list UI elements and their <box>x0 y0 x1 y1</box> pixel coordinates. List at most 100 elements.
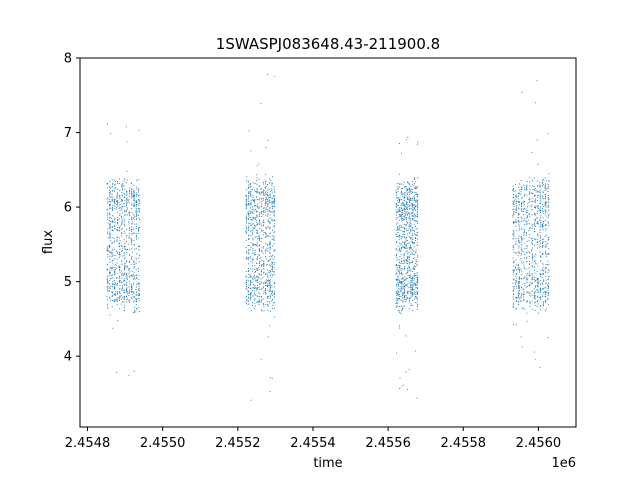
data-point <box>534 276 536 278</box>
data-point <box>412 268 414 270</box>
data-point <box>262 277 264 279</box>
data-point <box>534 239 536 241</box>
data-point <box>119 203 121 205</box>
data-point <box>138 211 140 213</box>
data-point <box>121 255 123 257</box>
data-point <box>124 266 126 268</box>
data-point <box>121 235 123 237</box>
data-point <box>133 263 135 265</box>
data-point <box>405 221 407 223</box>
data-point <box>117 202 119 204</box>
data-point <box>131 284 133 286</box>
data-point <box>416 143 418 145</box>
data-point <box>523 261 525 263</box>
data-point <box>133 198 135 200</box>
data-point <box>261 310 263 312</box>
data-point <box>125 289 127 291</box>
data-point <box>413 213 415 215</box>
data-point <box>133 199 135 201</box>
data-point <box>260 193 262 195</box>
data-point <box>408 290 410 292</box>
data-point <box>396 192 398 194</box>
data-point <box>413 250 415 252</box>
data-point <box>267 283 269 285</box>
data-point <box>520 235 522 237</box>
data-point <box>126 291 128 293</box>
data-point <box>399 250 401 252</box>
data-point <box>123 283 125 285</box>
data-point <box>273 195 275 197</box>
data-point <box>133 370 135 372</box>
data-point <box>125 273 127 276</box>
data-point <box>273 286 276 288</box>
data-point <box>133 202 135 204</box>
data-point <box>121 205 124 207</box>
data-point <box>516 221 518 223</box>
data-point <box>262 230 264 232</box>
data-point <box>523 214 525 216</box>
data-point <box>111 179 113 181</box>
data-point <box>118 252 120 254</box>
data-point <box>515 287 517 289</box>
data-point <box>545 282 547 284</box>
data-point <box>399 311 401 314</box>
data-point <box>413 196 415 198</box>
data-point <box>521 203 523 205</box>
data-point <box>117 218 119 220</box>
data-point <box>536 139 538 141</box>
data-point <box>109 258 111 260</box>
data-point <box>534 198 537 200</box>
data-point <box>408 190 410 192</box>
data-point <box>520 336 522 338</box>
data-point <box>256 203 259 205</box>
data-point <box>121 272 123 275</box>
data-point <box>131 197 133 199</box>
data-point <box>399 173 401 175</box>
data-point <box>404 216 406 218</box>
data-point <box>254 226 256 228</box>
data-point <box>542 267 544 269</box>
data-point <box>114 293 116 296</box>
data-point <box>402 297 404 299</box>
data-point <box>109 235 111 237</box>
data-point <box>528 205 530 207</box>
data-point <box>123 246 125 248</box>
data-point <box>263 293 265 295</box>
data-point <box>416 292 418 294</box>
data-point <box>518 253 520 255</box>
data-point <box>533 296 535 298</box>
data-point <box>260 274 262 276</box>
data-point <box>250 211 252 213</box>
data-point <box>532 185 534 187</box>
data-point <box>515 296 517 299</box>
data-point <box>138 188 140 190</box>
data-point <box>400 204 402 206</box>
data-point <box>512 238 514 240</box>
data-point <box>405 240 407 242</box>
data-point <box>402 210 404 212</box>
data-point <box>254 218 256 220</box>
data-point <box>548 180 550 182</box>
data-point <box>411 283 413 285</box>
data-point <box>405 243 407 245</box>
data-point <box>513 190 515 192</box>
data-point <box>395 273 397 275</box>
data-point <box>544 186 546 188</box>
data-point <box>416 200 418 202</box>
data-point <box>544 235 546 237</box>
data-point <box>265 181 267 183</box>
data-point <box>269 235 271 237</box>
data-point <box>124 243 126 245</box>
data-point <box>120 298 122 300</box>
data-point <box>520 300 522 302</box>
data-point <box>531 294 533 296</box>
data-point <box>416 299 418 301</box>
data-point <box>269 300 271 302</box>
data-point <box>513 231 515 233</box>
data-point <box>138 194 140 196</box>
data-point <box>273 302 275 304</box>
data-point <box>133 284 135 286</box>
data-point <box>521 186 523 188</box>
data-point <box>258 286 260 288</box>
data-point <box>400 270 402 272</box>
